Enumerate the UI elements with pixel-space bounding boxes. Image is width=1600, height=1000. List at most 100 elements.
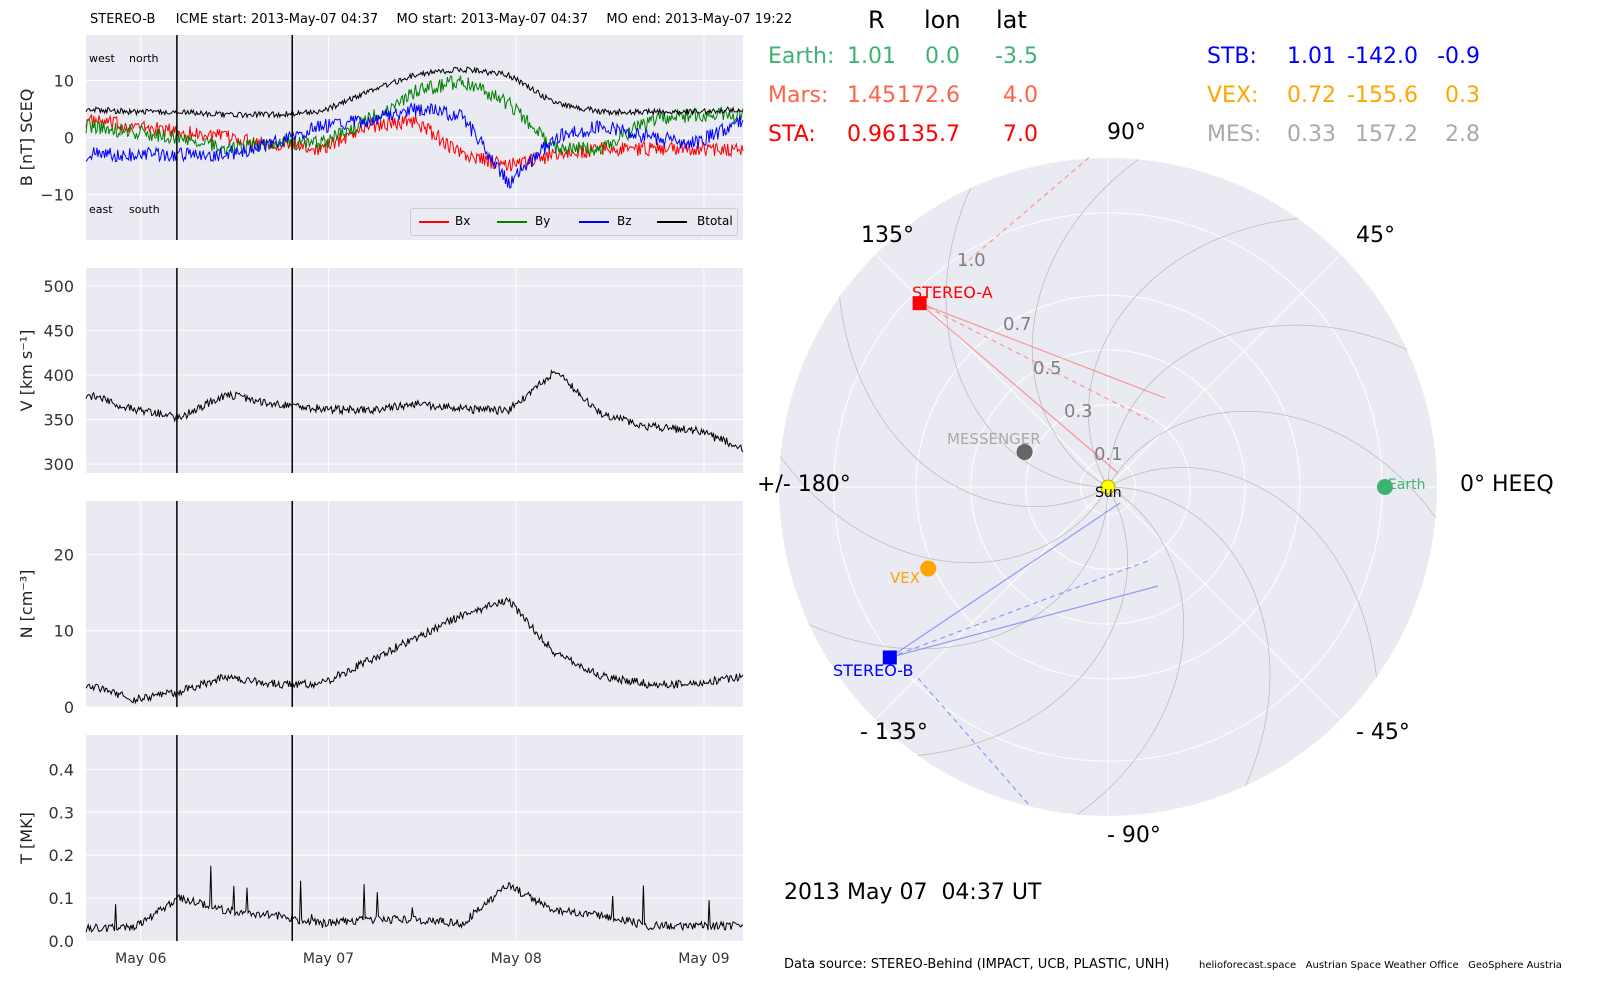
- stb-fov-line: [917, 677, 1031, 807]
- series-btotal: [85, 66, 744, 119]
- ytick-label: 400: [43, 366, 74, 385]
- body-stereo-b: [882, 650, 897, 665]
- b-legend: Bx By Bz Btotal: [410, 208, 738, 236]
- radial-label-0.3: 0.3: [1064, 401, 1093, 422]
- b-annotation-south: south: [129, 203, 160, 216]
- ylabel: T [MK]: [17, 812, 36, 865]
- pos-lon: 172.6: [897, 83, 960, 108]
- ytick-label: 300: [43, 455, 74, 474]
- pos-name: Mars:: [768, 83, 829, 108]
- angle-label-45: 45°: [1356, 223, 1395, 248]
- angle-label-m45: - 45°: [1356, 720, 1410, 745]
- pos-name: VEX:: [1207, 83, 1259, 108]
- body-label-stereo-a: STEREO-A: [912, 283, 993, 302]
- angular-grid: [1107, 486, 1341, 720]
- ytick-label: 0: [64, 129, 74, 148]
- header-mo-end: MO end: 2013-May-07 19:22: [606, 12, 793, 27]
- series-v: [85, 369, 744, 453]
- pos-lon: -142.0: [1347, 44, 1418, 69]
- xtick-label: May 08: [491, 951, 542, 967]
- pos-lon: -155.6: [1347, 83, 1418, 108]
- ylabel: V [km s⁻¹]: [17, 330, 36, 412]
- body-vex: [920, 560, 937, 577]
- xtick-label: May 07: [303, 951, 354, 967]
- pos-r: 0.96: [847, 122, 896, 147]
- b-annotation-west: west: [89, 52, 115, 65]
- stb-fov-line: [889, 585, 1159, 659]
- ytick-label: 350: [43, 411, 74, 430]
- radial-label-0.7: 0.7: [1003, 314, 1032, 335]
- b-annotation-north: north: [129, 52, 159, 65]
- sta-fov-line: [919, 302, 1166, 399]
- sta-fov-line: [961, 154, 1093, 267]
- ytick-label: 10: [54, 72, 74, 91]
- col-header-r: R: [868, 6, 885, 34]
- ytick-label: 0.4: [49, 760, 74, 779]
- xtick-label: May 06: [115, 951, 166, 967]
- stb-fov-line: [889, 502, 1121, 658]
- b-annotation-east: east: [89, 203, 113, 216]
- legend-btotal: Btotal: [697, 214, 733, 228]
- pos-name: Earth:: [768, 44, 835, 69]
- body-label-earth: Earth: [1388, 477, 1426, 493]
- body-earth: [1376, 479, 1393, 495]
- footer-source: Data source: STEREO-Behind (IMPACT, UCB,…: [784, 957, 1170, 972]
- header-spacecraft: STEREO-B: [90, 12, 156, 27]
- legend-bx-line: [419, 221, 449, 223]
- pos-lat: 2.8: [1445, 122, 1480, 147]
- pos-lon: 0.0: [925, 44, 960, 69]
- ytick-label: 0.2: [49, 846, 74, 865]
- panel-3: 0.0 0.1 0.2 0.3 0.4 T [MK] May 06 May 07 May 08 M…: [17, 735, 744, 967]
- panel-0: −10 0 10 B [nT] SCEQ: [17, 35, 744, 240]
- panel-header: STEREO-B ICME start: 2013-May-07 04:37 M…: [90, 12, 792, 27]
- series-bx: [85, 114, 744, 172]
- ytick-label: 0: [64, 698, 74, 717]
- angle-label-90: 90°: [1107, 120, 1146, 145]
- pos-name: MES:: [1207, 122, 1262, 147]
- radial-label-0.1: 0.1: [1094, 444, 1123, 465]
- footer-credits: helioforecast.space Austrian Space Weath…: [1199, 960, 1562, 971]
- ytick-label: 20: [54, 545, 74, 564]
- spiral-line: [1110, 410, 1437, 621]
- panel-bg: [86, 268, 743, 473]
- col-header-lon: lon: [924, 6, 961, 34]
- body-sun: [1100, 479, 1116, 495]
- angular-grid: [875, 254, 1109, 488]
- spiral-line: [779, 353, 1106, 564]
- radial-label-0.5: 0.5: [1033, 358, 1062, 379]
- angle-label-m90: - 90°: [1107, 823, 1161, 848]
- pos-lat: 4.0: [1003, 83, 1038, 108]
- legend-by-line: [497, 221, 527, 223]
- angle-label-135: 135°: [861, 223, 914, 248]
- pos-r: 0.33: [1287, 122, 1336, 147]
- legend-bz: Bz: [617, 214, 632, 228]
- ytick-label: 0.3: [49, 803, 74, 822]
- angle-label-180: +/- 180°: [757, 472, 851, 497]
- sta-fov-line: [919, 302, 1119, 474]
- pos-lat: 7.0: [1003, 122, 1038, 147]
- ytick-label: 500: [43, 277, 74, 296]
- panel-bg: [86, 501, 743, 707]
- stb-fov-line: [889, 559, 1151, 659]
- date-text: 2013 May 07 04:37 UT: [784, 880, 1042, 905]
- pos-lat: 0.3: [1445, 83, 1480, 108]
- radial-label-1.0: 1.0: [957, 250, 986, 271]
- ytick-label: 450: [43, 321, 74, 340]
- legend-bx: Bx: [455, 214, 471, 228]
- pos-name: STA:: [768, 122, 816, 147]
- legend-btotal-line: [657, 221, 687, 223]
- body-label-sun: Sun: [1095, 485, 1122, 501]
- ytick-label: 10: [54, 622, 74, 641]
- legend-bz-line: [579, 221, 609, 223]
- pos-r: 1.01: [1287, 44, 1336, 69]
- pos-lat: -0.9: [1437, 44, 1480, 69]
- pos-lon: 135.7: [897, 122, 960, 147]
- legend-by: By: [535, 214, 551, 228]
- sta-fov-line: [919, 302, 1154, 423]
- ylabel: N [cm⁻³]: [17, 570, 36, 639]
- ylabel: B [nT] SCEQ: [17, 89, 36, 187]
- panel-2: 0 10 20 N [cm⁻³]: [17, 501, 744, 717]
- angular-grid: [1107, 254, 1341, 488]
- header-icme-start: ICME start: 2013-May-07 04:37: [175, 12, 379, 27]
